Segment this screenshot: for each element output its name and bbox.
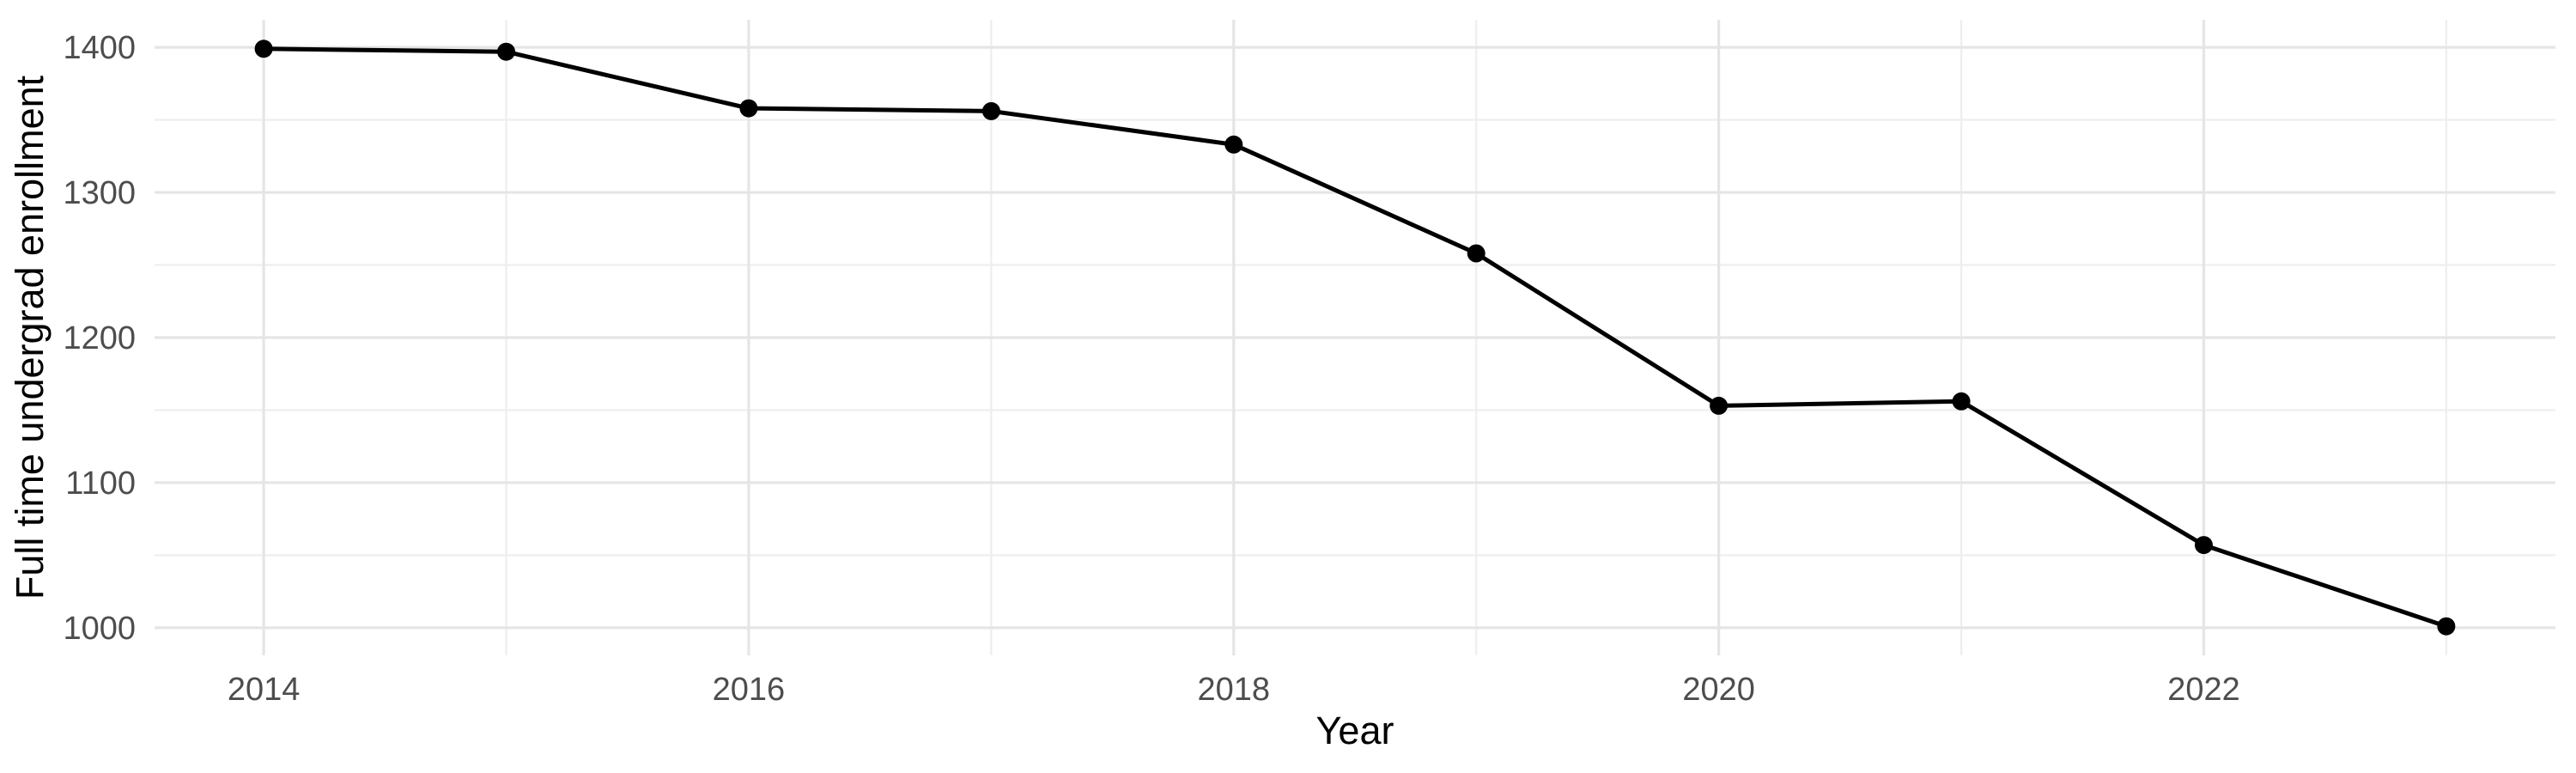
y-tick-label: 1300 (63, 175, 136, 211)
data-series (254, 40, 2456, 636)
x-tick-label: 2014 (228, 672, 301, 708)
data-point (2195, 536, 2213, 555)
y-tick-label: 1400 (63, 30, 136, 66)
data-point (497, 42, 515, 61)
data-point (1467, 244, 1485, 263)
data-point (739, 99, 758, 118)
data-point (1710, 396, 1728, 415)
y-tick-label: 1200 (63, 320, 136, 356)
x-tick-label: 2018 (1198, 672, 1271, 708)
data-point (1952, 392, 1971, 411)
x-tick-label: 2016 (713, 672, 786, 708)
data-point (981, 101, 1000, 120)
y-tick-label: 1000 (63, 611, 136, 647)
x-axis-tick-labels: 2014 2016 2018 2020 2022 (228, 672, 2240, 708)
x-tick-label: 2022 (2167, 672, 2240, 708)
y-axis-tick-labels: 1000 1100 1200 1300 1400 (63, 30, 136, 647)
major-gridlines (155, 20, 2555, 655)
trend-line (264, 46, 2447, 629)
data-point (254, 40, 273, 58)
data-point (2437, 617, 2456, 636)
x-axis-title: Year (1316, 709, 1394, 752)
data-point (1224, 135, 1243, 154)
y-axis-title: Full time undergrad enrollment (8, 75, 52, 600)
x-tick-label: 2020 (1682, 672, 1755, 708)
y-tick-label: 1100 (65, 466, 136, 502)
